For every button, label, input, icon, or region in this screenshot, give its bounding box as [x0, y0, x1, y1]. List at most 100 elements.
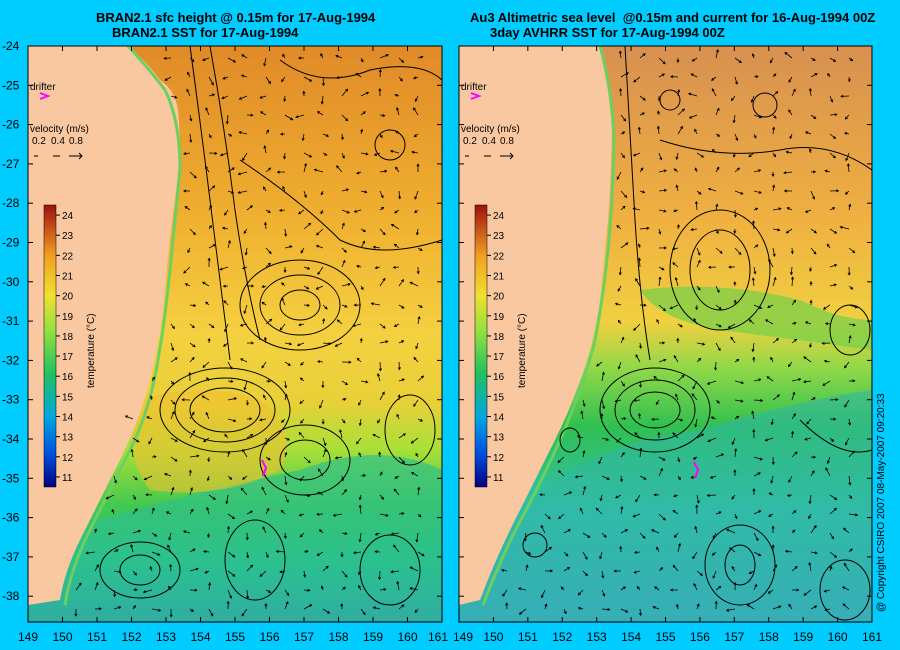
right-velocity-scale-2: 0.8 — [500, 136, 514, 147]
velocity-arrow-head — [374, 550, 378, 554]
velocity-arrow-head — [206, 506, 210, 511]
colorbar-value-label: 14 — [493, 413, 505, 424]
velocity-arrow — [674, 532, 679, 538]
velocity-arrow-head — [711, 88, 715, 92]
velocity-arrow-head — [625, 242, 629, 246]
colorbar-value-label: 16 — [62, 372, 74, 383]
velocity-arrow — [715, 342, 721, 351]
velocity-arrow-head — [616, 439, 620, 443]
velocity-arrow-head — [365, 91, 370, 95]
velocity-arrow-head — [398, 196, 402, 200]
velocity-arrow — [676, 185, 679, 192]
velocity-arrow-head — [730, 97, 734, 102]
velocity-arrow-head — [789, 272, 794, 276]
velocity-arrow-head — [210, 82, 214, 86]
velocity-arrow-head — [808, 561, 812, 566]
velocity-arrow-head — [232, 573, 236, 577]
velocity-arrow — [842, 603, 850, 610]
velocity-arrow — [317, 360, 324, 363]
velocity-arrow-head — [214, 151, 218, 155]
velocity-arrow-head — [792, 529, 796, 533]
velocity-arrow-head — [421, 553, 425, 557]
velocity-arrow-head — [733, 581, 737, 586]
velocity-arrow-head — [358, 452, 362, 456]
velocity-arrow-head — [679, 324, 683, 328]
velocity-arrow — [360, 111, 366, 116]
velocity-arrow — [734, 399, 743, 402]
velocity-arrow — [94, 582, 99, 591]
velocity-arrow — [359, 532, 362, 542]
velocity-arrow-head — [267, 262, 272, 266]
velocity-arrow-head — [852, 379, 856, 383]
velocity-arrow — [394, 323, 400, 327]
velocity-arrow-head — [183, 152, 187, 156]
velocity-arrow-head — [183, 270, 187, 274]
velocity-arrow-head — [707, 187, 712, 191]
velocity-arrow-head — [635, 278, 638, 282]
velocity-arrow-head — [300, 362, 304, 366]
velocity-arrow — [259, 418, 267, 421]
velocity-arrow — [677, 375, 685, 382]
velocity-arrow-head — [245, 402, 249, 406]
velocity-arrow-head — [323, 448, 327, 453]
velocity-arrow — [803, 380, 812, 383]
velocity-arrow — [753, 266, 756, 274]
velocity-arrow — [222, 227, 229, 230]
velocity-arrow-head — [297, 211, 302, 215]
colorbar-value-label: 21 — [62, 272, 74, 283]
velocity-arrow — [223, 300, 229, 306]
velocity-arrow-head — [758, 378, 762, 382]
velocity-arrow — [322, 565, 329, 572]
velocity-arrow — [809, 562, 812, 572]
velocity-arrow-head — [658, 276, 662, 280]
velocity-arrow-head — [639, 345, 643, 349]
velocity-arrow-head — [560, 586, 564, 590]
velocity-arrow-head — [643, 303, 647, 307]
velocity-arrow — [284, 475, 287, 485]
velocity-arrow — [708, 188, 717, 192]
velocity-arrow-head — [769, 60, 773, 64]
velocity-arrow-head — [587, 535, 591, 538]
velocity-arrow — [264, 145, 267, 154]
velocity-arrow-head — [674, 276, 678, 281]
velocity-arrow — [670, 304, 679, 309]
velocity-arrow — [696, 152, 704, 158]
velocity-arrow-head — [716, 107, 720, 111]
velocity-arrow — [398, 340, 404, 344]
velocity-arrow-head — [284, 385, 288, 389]
velocity-arrow-head — [401, 460, 405, 464]
lon-tick-label: 158 — [759, 630, 779, 644]
velocity-arrow — [322, 437, 327, 446]
velocity-arrow — [259, 95, 267, 99]
velocity-arrow-head — [733, 214, 737, 218]
velocity-arrow-head — [263, 336, 267, 340]
velocity-arrow — [707, 437, 717, 442]
velocity-arrow — [810, 73, 818, 78]
velocity-arrow — [692, 57, 698, 62]
velocity-arrow-head — [677, 477, 681, 481]
velocity-arrow — [577, 435, 584, 439]
velocity-arrow — [772, 338, 779, 344]
velocity-arrow-head — [809, 299, 813, 303]
velocity-arrow-head — [416, 271, 420, 275]
velocity-arrow-head — [261, 486, 265, 490]
velocity-arrow-head — [414, 98, 418, 102]
velocity-arrow — [772, 185, 775, 192]
velocity-arrow-head — [846, 163, 850, 167]
velocity-arrow-head — [523, 538, 527, 542]
left-land — [28, 46, 180, 605]
velocity-arrow — [241, 54, 248, 59]
velocity-arrow-head — [615, 495, 619, 499]
velocity-arrow-head — [788, 109, 792, 113]
velocity-arrow-head — [394, 93, 398, 97]
velocity-arrow — [791, 378, 801, 382]
velocity-arrow — [707, 494, 717, 496]
velocity-arrow-head — [268, 167, 272, 171]
velocity-arrow-head — [678, 542, 682, 547]
velocity-arrow-head — [227, 450, 231, 455]
velocity-arrow-head — [174, 357, 178, 361]
velocity-arrow — [829, 152, 836, 159]
velocity-arrow-head — [285, 499, 289, 503]
velocity-arrow-head — [264, 602, 268, 607]
velocity-arrow — [335, 456, 343, 459]
